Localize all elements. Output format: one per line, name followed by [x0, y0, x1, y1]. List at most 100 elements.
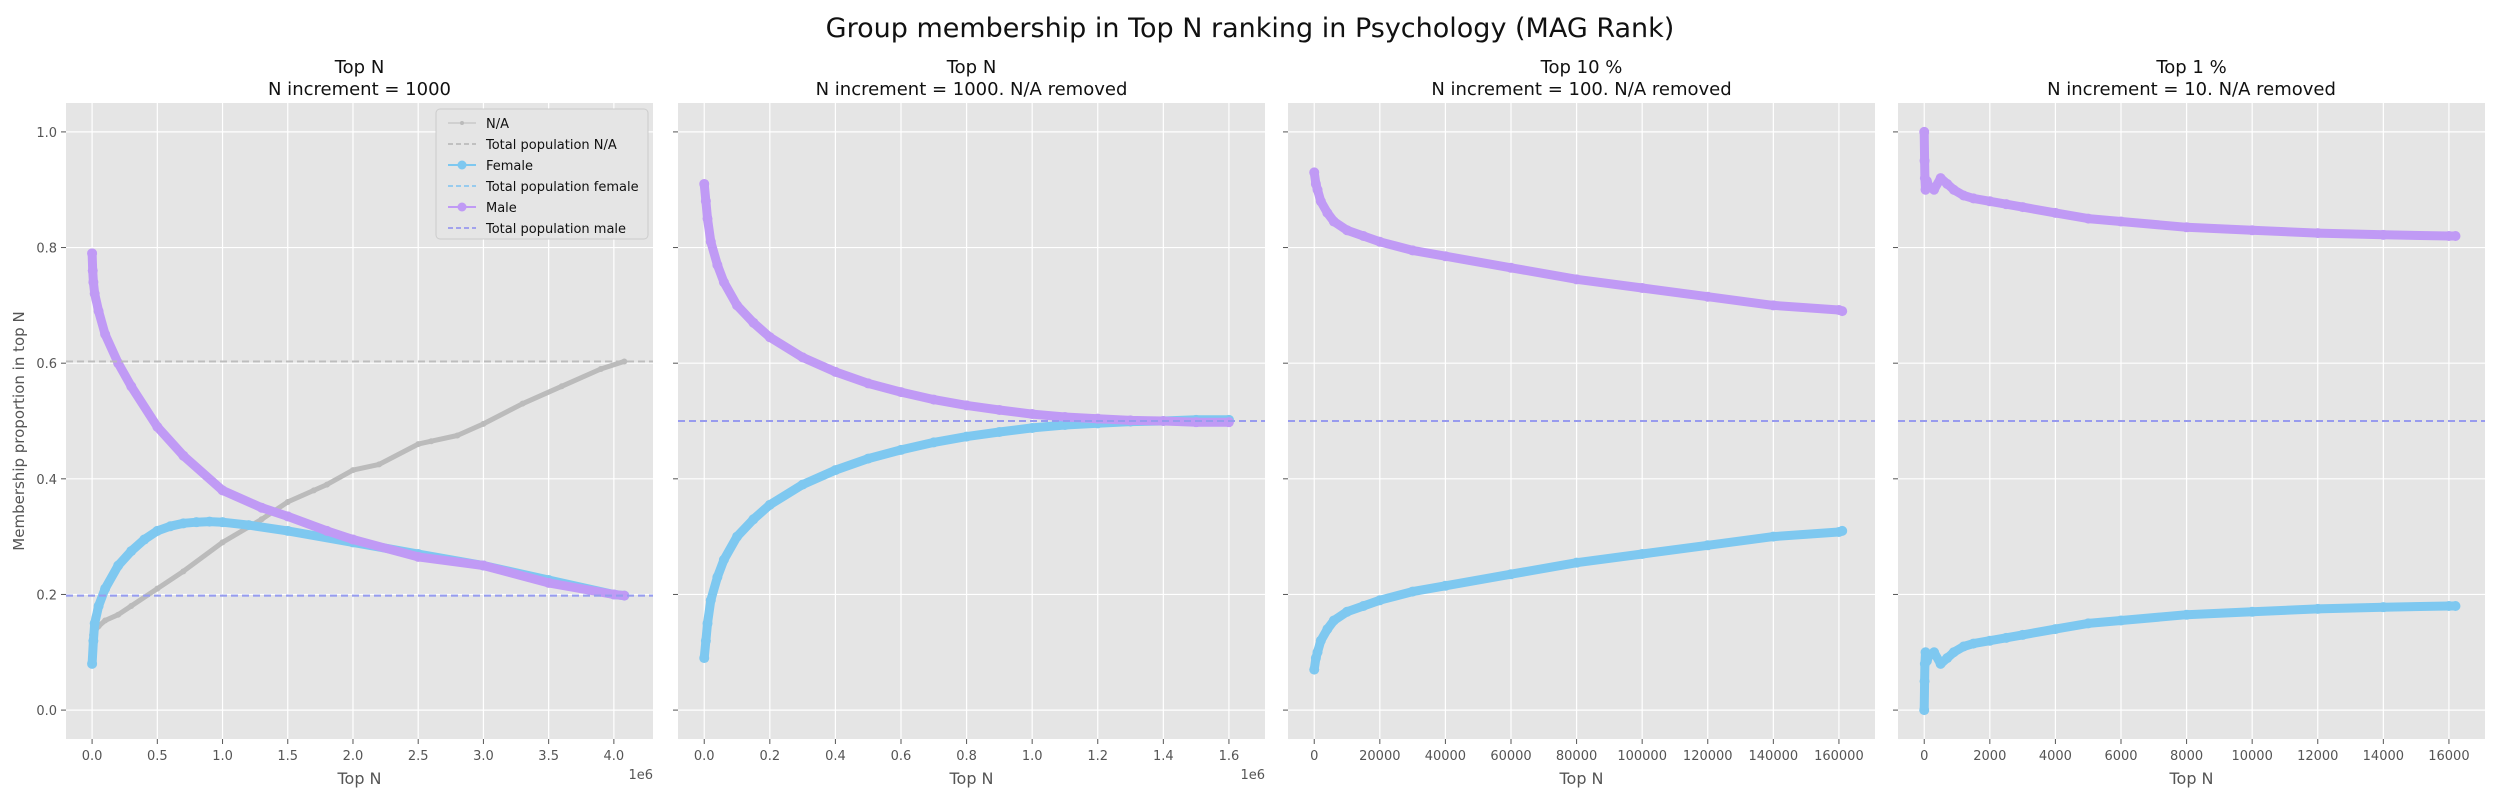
data-point-female — [2115, 615, 2126, 626]
data-point-male — [732, 300, 743, 311]
data-point-male — [321, 525, 332, 536]
legend-marker — [457, 202, 467, 212]
legend-box — [435, 108, 649, 240]
x-tick-label: 8000 — [2170, 749, 2203, 764]
legend-entry: Female — [448, 159, 533, 174]
y-tick-label: 0.6 — [36, 357, 57, 372]
data-point-male — [1092, 413, 1103, 424]
data-point-female — [732, 531, 743, 542]
data-point-male — [699, 178, 710, 189]
data-point-na — [454, 432, 461, 439]
data-point-male — [2378, 229, 2389, 240]
data-point-female — [1768, 531, 1779, 542]
legend-entry: Total population male — [448, 222, 626, 237]
data-point-female — [139, 534, 150, 545]
x-tick-label: 6000 — [2104, 749, 2137, 764]
data-point-female — [1309, 664, 1320, 675]
data-point-female — [1505, 569, 1516, 580]
data-point-female — [165, 521, 176, 532]
data-point-male — [1342, 225, 1353, 236]
data-point-female — [100, 583, 111, 594]
data-point-female — [1837, 525, 1848, 536]
data-point-female — [1374, 595, 1385, 606]
series-male — [699, 178, 1234, 428]
data-point-female — [2083, 618, 2094, 629]
data-point-male — [1374, 236, 1385, 247]
data-point-female — [1702, 540, 1713, 551]
data-point-male — [178, 450, 189, 461]
data-point-male — [700, 196, 711, 207]
series-line-na — [89, 358, 627, 638]
data-point-male — [1309, 167, 1320, 178]
x-tick-label: 1.0 — [1022, 749, 1043, 764]
x-tick-label: 1.0 — [212, 749, 233, 764]
x-tick-label: 10000 — [2231, 749, 2272, 764]
data-point-male — [705, 236, 716, 247]
data-point-female — [2181, 609, 2192, 620]
data-point-female — [152, 525, 163, 536]
x-tick-label: 60000 — [1490, 749, 1531, 764]
data-point-male — [1637, 283, 1648, 294]
data-point-male — [1407, 245, 1418, 256]
x-tick-label: 2.0 — [343, 749, 364, 764]
data-point-male — [1929, 184, 1940, 195]
panel-subtitle: N increment = 1000 — [268, 79, 451, 100]
legend-entry: Male — [448, 201, 517, 216]
x-tick-label: 1.5 — [277, 749, 298, 764]
data-point-na — [128, 603, 135, 610]
data-point-female — [2050, 624, 2061, 635]
x-tick-label: 14000 — [2363, 749, 2404, 764]
data-point-na — [284, 498, 291, 505]
y-tick-label: 0.0 — [36, 704, 57, 719]
x-tick-label: 3.0 — [473, 749, 494, 764]
data-point-male — [1919, 155, 1930, 166]
data-point-female — [700, 635, 711, 646]
data-point-female — [1968, 638, 1979, 649]
x-axis-label: Top N — [1558, 769, 1603, 788]
data-point-na — [376, 461, 383, 468]
data-point-male — [1315, 196, 1326, 207]
data-point-female — [718, 554, 729, 565]
data-point-female — [178, 518, 189, 529]
data-point-male — [718, 277, 729, 288]
x-tick-label: 1.2 — [1087, 749, 1108, 764]
data-point-female — [204, 516, 215, 527]
legend-entry: Total population female — [448, 180, 639, 195]
data-point-female — [217, 517, 228, 528]
data-point-male — [702, 213, 713, 224]
data-point-male — [87, 248, 98, 259]
legend-label: Total population female — [485, 180, 639, 195]
data-point-female — [748, 514, 759, 525]
data-point-female — [243, 520, 254, 531]
data-point-male — [2083, 213, 2094, 224]
data-point-male — [1059, 411, 1070, 422]
data-point-female — [89, 618, 100, 629]
data-point-male — [1312, 184, 1323, 195]
x-tick-label: 0 — [1310, 749, 1318, 764]
data-point-male — [1958, 190, 1969, 201]
data-point-female — [2378, 602, 2389, 613]
data-point-female — [895, 444, 906, 455]
data-point-female — [1958, 641, 1969, 652]
data-point-male — [478, 560, 489, 571]
data-point-male — [1440, 251, 1451, 262]
panel-subtitle: N increment = 1000. N/A removed — [816, 79, 1128, 100]
data-point-male — [961, 400, 972, 411]
data-point-male — [928, 394, 939, 405]
data-point-female — [699, 653, 710, 664]
data-point-female — [1315, 635, 1326, 646]
data-point-na — [115, 611, 122, 618]
data-point-female — [1637, 548, 1648, 559]
panels: 0.0 0.5 1.0 1.5 2.0 2.5 3.0 3.5 4.0 0.0 0.2 0.4 0.6 0… — [36, 57, 2485, 788]
data-point-female — [1322, 624, 1333, 635]
data-point-female — [712, 572, 723, 583]
data-point-na — [180, 568, 187, 575]
data-point-female — [928, 437, 939, 448]
x-tick-label: 0 — [1920, 749, 1928, 764]
data-point-male — [413, 551, 424, 562]
x-tick-label: 0.0 — [82, 749, 103, 764]
data-point-male — [89, 288, 100, 299]
data-point-female — [1328, 615, 1339, 626]
x-axis-label: Top N — [2168, 769, 2213, 788]
data-point-na — [349, 467, 356, 474]
